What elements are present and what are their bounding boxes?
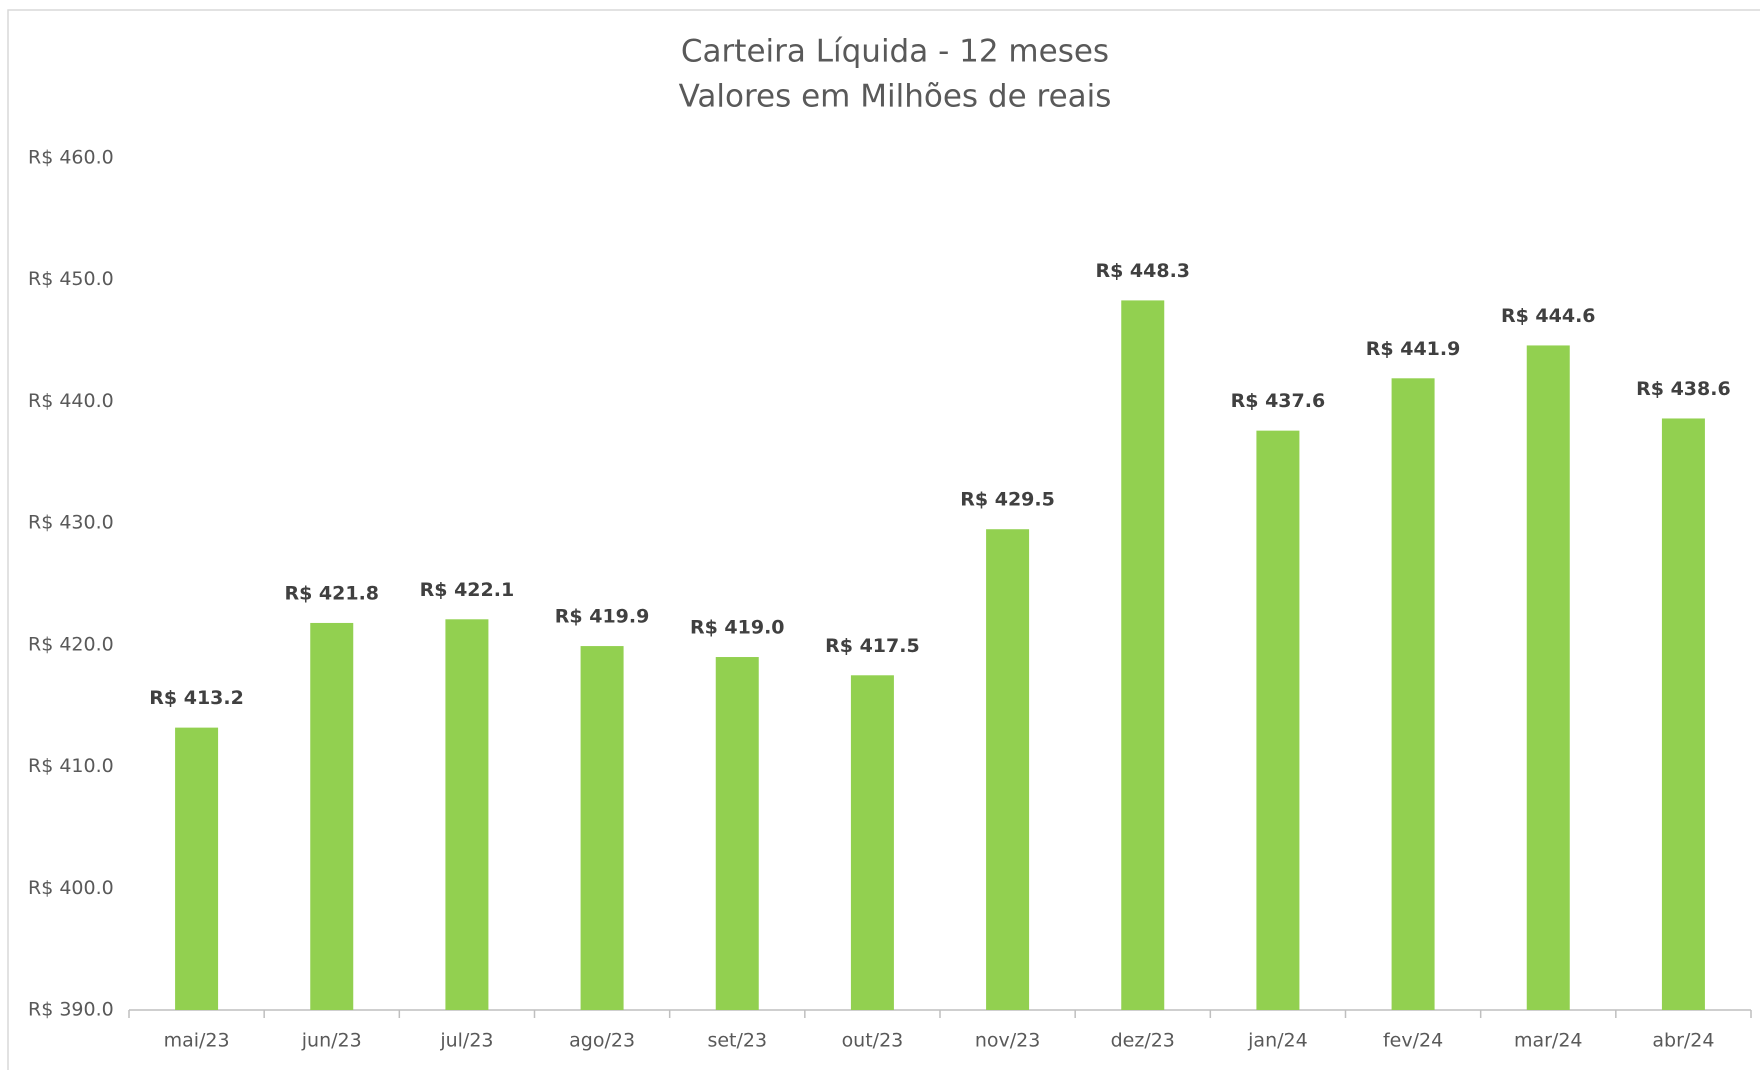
x-tick-label: ago/23 (569, 1030, 635, 1052)
bar (1661, 418, 1705, 1010)
bar (986, 529, 1030, 1010)
data-label: R$ 444.6 (1501, 305, 1596, 327)
y-tick-label: R$ 410.0 (28, 755, 114, 777)
bar (580, 646, 624, 1010)
bar (715, 657, 759, 1010)
data-label: R$ 441.9 (1366, 338, 1461, 360)
data-label: R$ 419.9 (555, 606, 650, 628)
data-label: R$ 413.2 (149, 687, 244, 709)
bar (1121, 300, 1165, 1010)
y-tick-label: R$ 440.0 (28, 390, 114, 412)
bar (175, 727, 219, 1010)
bar (850, 675, 894, 1010)
y-tick-label: R$ 420.0 (28, 633, 114, 655)
x-tick-label: jun/23 (301, 1030, 362, 1052)
x-tick-label: mai/23 (164, 1030, 230, 1052)
x-tick-label: jul/23 (439, 1030, 493, 1052)
y-tick-label: R$ 400.0 (28, 877, 114, 899)
data-label: R$ 438.6 (1636, 378, 1731, 400)
data-label: R$ 429.5 (960, 489, 1055, 511)
x-tick-label: mar/24 (1514, 1030, 1583, 1052)
data-label: R$ 421.8 (284, 582, 379, 604)
y-tick-label: R$ 450.0 (28, 268, 114, 290)
chart-subtitle: Valores em Milhões de reais (679, 79, 1112, 115)
bar (1256, 430, 1300, 1010)
chart-title: Carteira Líquida - 12 meses (681, 34, 1109, 70)
bar (310, 622, 354, 1010)
bar (1526, 345, 1570, 1010)
x-tick-label: dez/23 (1111, 1030, 1175, 1052)
data-label: R$ 422.1 (420, 579, 515, 601)
x-tick-label: out/23 (842, 1030, 904, 1052)
data-label: R$ 437.6 (1231, 390, 1326, 412)
bar (445, 619, 489, 1010)
y-tick-label: R$ 460.0 (28, 147, 114, 169)
x-tick-label: set/23 (707, 1030, 767, 1052)
bar (1391, 378, 1435, 1010)
x-tick-label: nov/23 (975, 1030, 1041, 1052)
data-label: R$ 448.3 (1095, 260, 1190, 282)
x-tick-label: fev/24 (1383, 1030, 1443, 1052)
y-tick-label: R$ 430.0 (28, 512, 114, 534)
data-label: R$ 419.0 (690, 617, 785, 639)
chart-border (7, 9, 1760, 1070)
data-label: R$ 417.5 (825, 635, 920, 657)
x-tick-label: abr/24 (1652, 1030, 1714, 1052)
x-tick-label: jan/24 (1247, 1030, 1308, 1052)
y-tick-label: R$ 390.0 (28, 999, 114, 1021)
